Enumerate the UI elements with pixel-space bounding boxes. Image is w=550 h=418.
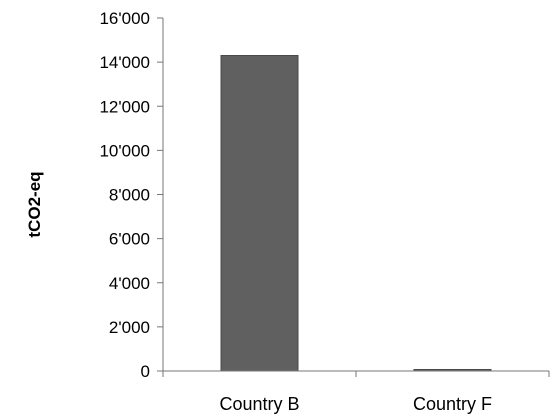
y-tick-label: 4'000 xyxy=(109,274,150,293)
y-tick-label: 10'000 xyxy=(99,141,150,160)
y-axis-ticks: 0 2'000 4'000 6'000 8'000 10'000 12'000 14'000 1… xyxy=(99,9,163,381)
y-tick-label: 6'000 xyxy=(109,230,150,249)
y-axis-title: tCO2-eq xyxy=(25,171,44,237)
bars xyxy=(220,55,492,372)
x-axis-ticks: Country B Country F xyxy=(162,371,550,414)
y-tick-label: 16'000 xyxy=(99,9,150,28)
y-tick-label: 0 xyxy=(141,362,150,381)
y-tick-label: 12'000 xyxy=(99,97,150,116)
y-tick-label: 14'000 xyxy=(99,53,150,72)
bar-country-b xyxy=(220,55,299,372)
x-tick-label: Country B xyxy=(219,394,299,414)
y-tick-label: 8'000 xyxy=(109,186,150,205)
y-tick-label: 2'000 xyxy=(109,318,150,337)
x-tick-label: Country F xyxy=(413,394,492,414)
